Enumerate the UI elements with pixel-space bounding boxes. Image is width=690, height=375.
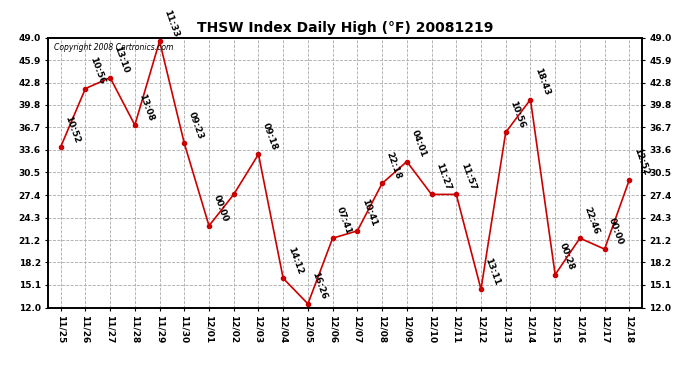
Text: 11:33: 11:33: [162, 8, 180, 38]
Text: Copyright 2008 Cartronics.com: Copyright 2008 Cartronics.com: [55, 43, 174, 52]
Text: 10:56: 10:56: [88, 56, 106, 86]
Title: THSW Index Daily High (°F) 20081219: THSW Index Daily High (°F) 20081219: [197, 21, 493, 35]
Text: 09:23: 09:23: [187, 110, 205, 140]
Text: 10:56: 10:56: [509, 100, 526, 129]
Text: 00:28: 00:28: [558, 242, 575, 272]
Text: 00:00: 00:00: [607, 217, 625, 246]
Text: 13:08: 13:08: [137, 92, 155, 122]
Text: 12:52: 12:52: [632, 147, 650, 177]
Text: 07:41: 07:41: [335, 205, 353, 235]
Text: 22:46: 22:46: [582, 205, 601, 235]
Text: 00:00: 00:00: [212, 194, 230, 223]
Text: 22:18: 22:18: [384, 150, 403, 180]
Text: 18:43: 18:43: [533, 66, 551, 97]
Text: 10:41: 10:41: [360, 198, 378, 228]
Text: 13:11: 13:11: [484, 256, 502, 286]
Text: 16:26: 16:26: [310, 271, 328, 301]
Text: 11:27: 11:27: [434, 161, 453, 192]
Text: 13:10: 13:10: [112, 45, 131, 75]
Text: 09:18: 09:18: [261, 122, 279, 152]
Text: 11:57: 11:57: [459, 161, 477, 192]
Text: 10:52: 10:52: [63, 114, 81, 144]
Text: 14:12: 14:12: [286, 245, 304, 275]
Text: 04:01: 04:01: [409, 129, 428, 159]
